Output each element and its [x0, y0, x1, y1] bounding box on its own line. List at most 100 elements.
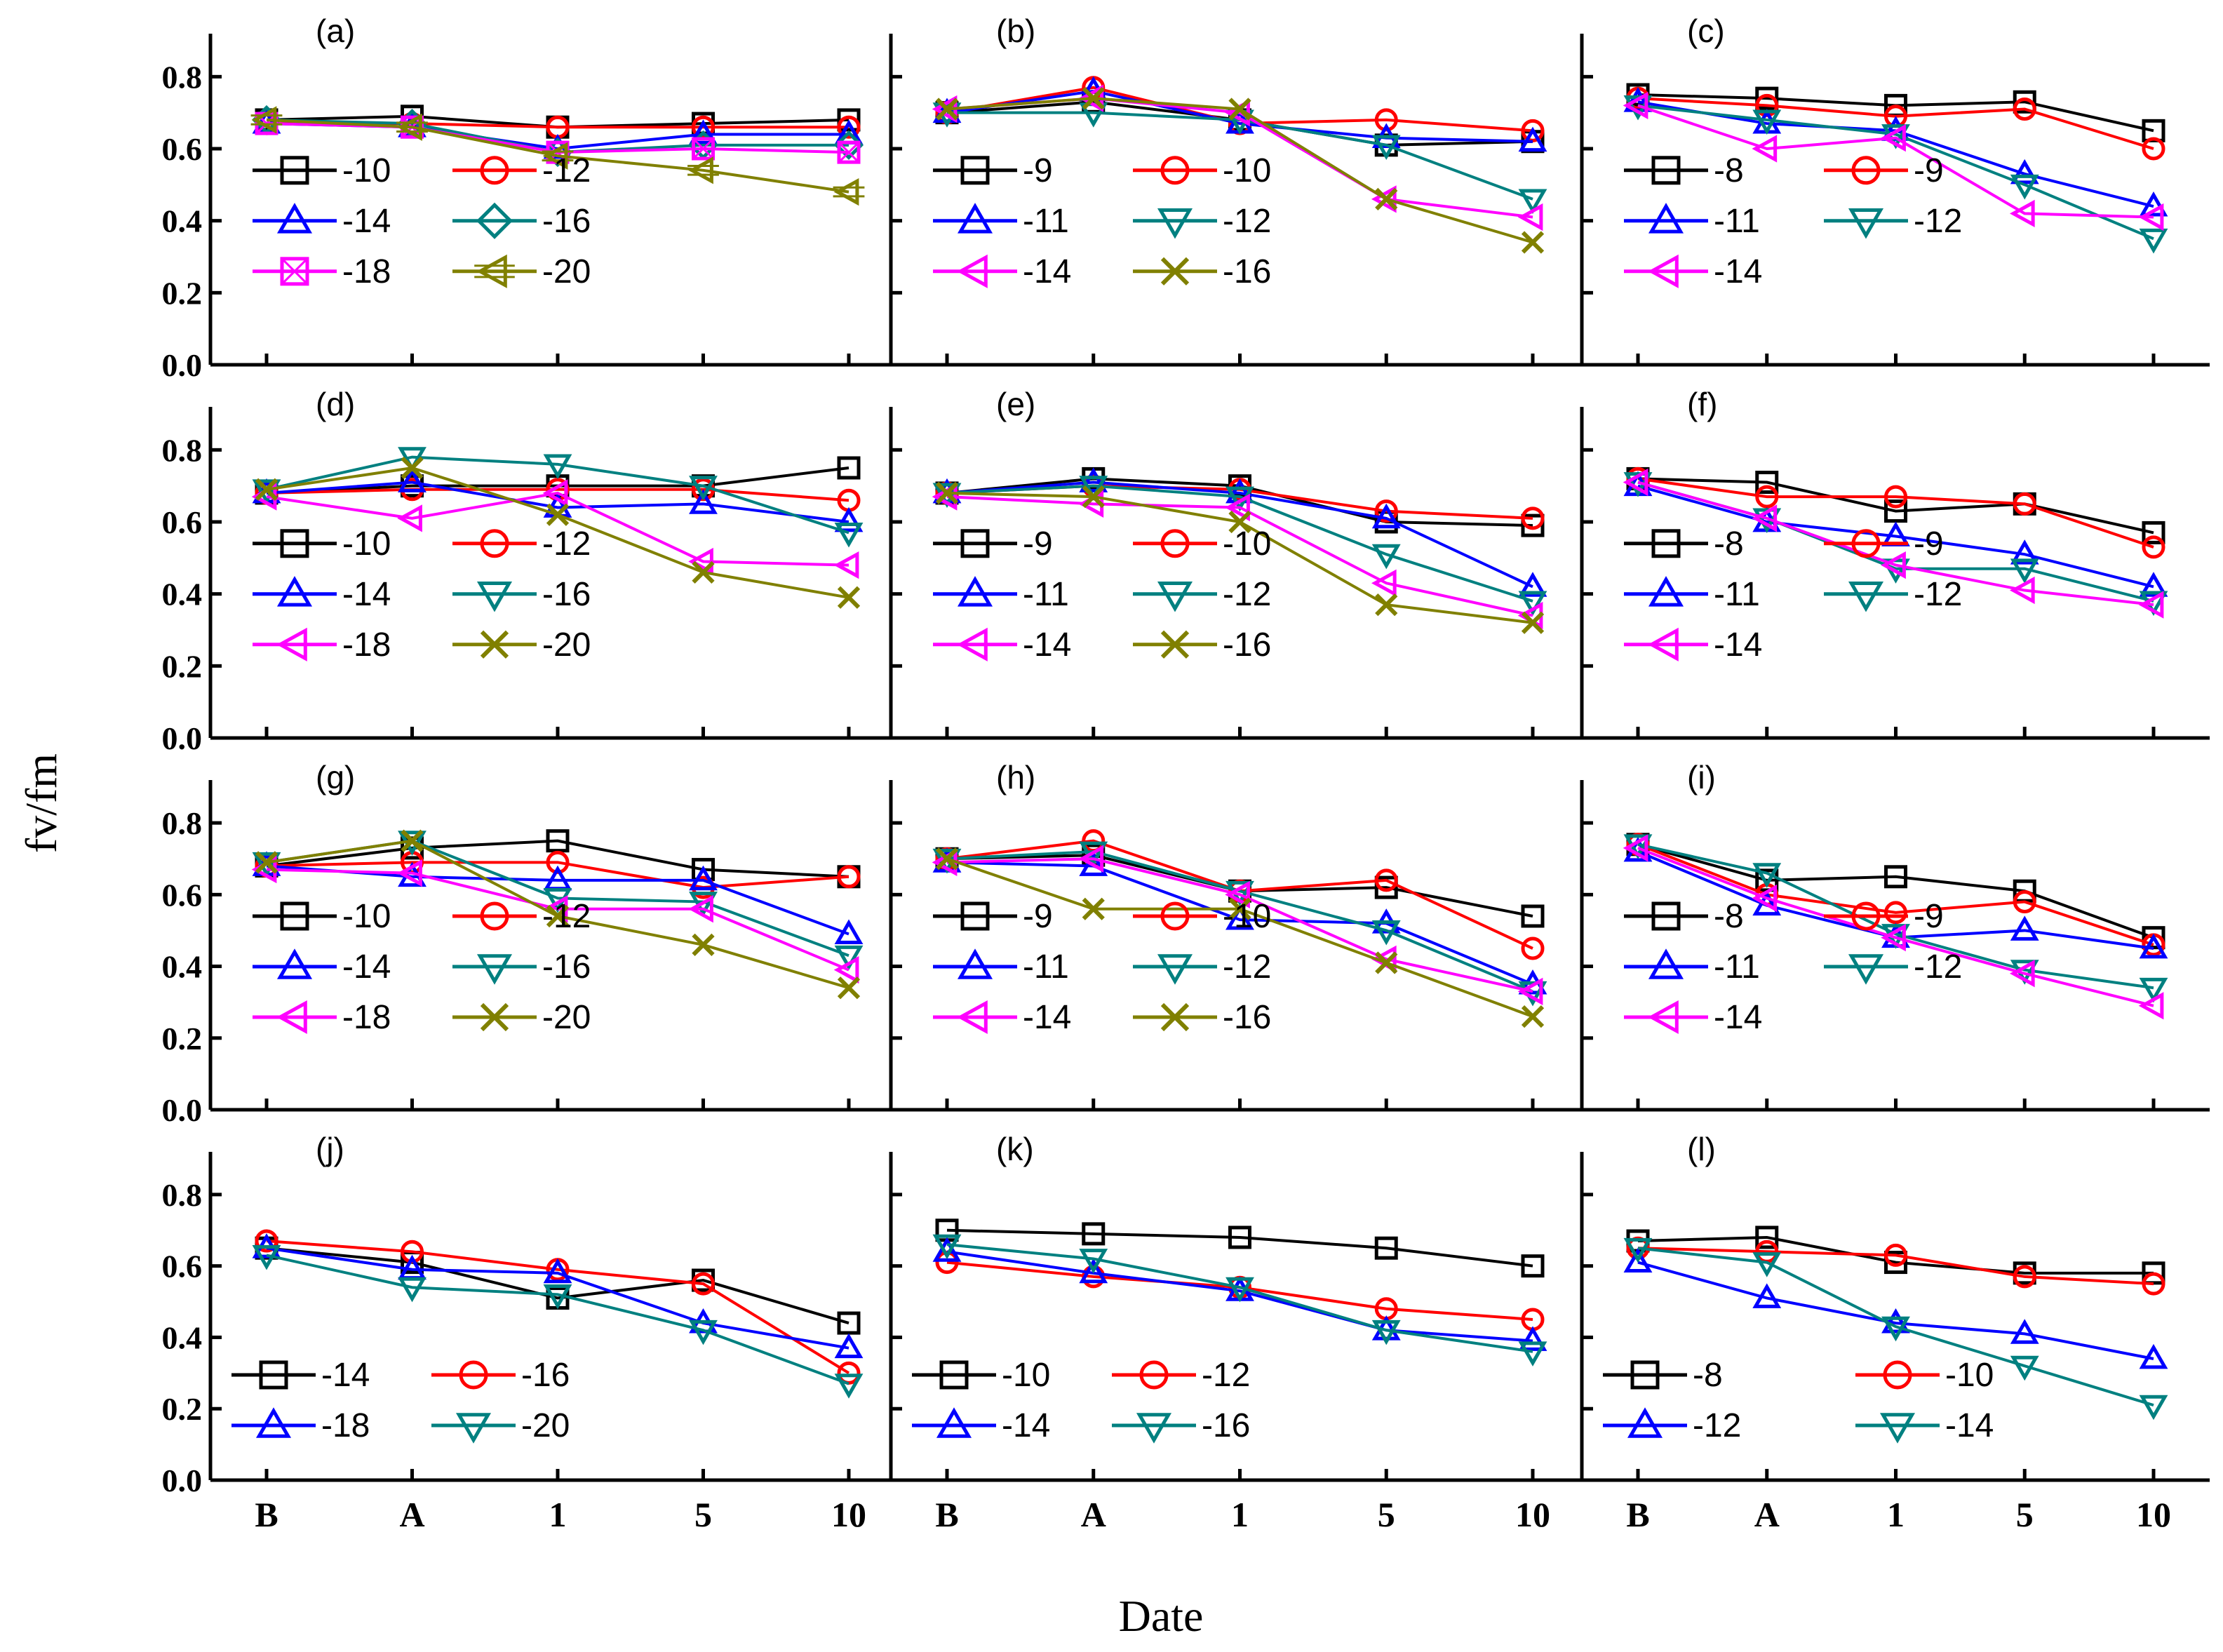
- panel-label: (d): [316, 386, 355, 422]
- data-point: [1881, 1308, 1910, 1334]
- marker-shape: [1630, 1360, 1660, 1390]
- panel-label: (e): [996, 386, 1035, 422]
- marker-shape: [398, 1277, 427, 1303]
- legend-label: -20: [521, 1407, 570, 1444]
- legend-item: -9: [1824, 525, 1944, 563]
- panel-label: (g): [316, 759, 355, 795]
- marker-shape: [1521, 1254, 1545, 1278]
- marker-shape: [1518, 126, 1547, 152]
- legend-item: -14: [1855, 1407, 1994, 1444]
- marker-shape: [1648, 948, 1684, 979]
- x-tick-label: 10: [831, 1495, 866, 1534]
- data-point: [1518, 189, 1547, 214]
- marker-cross: [692, 137, 714, 160]
- x-tick-label: 5: [2016, 1495, 2034, 1534]
- data-point: [689, 1319, 718, 1345]
- marker-x: [1228, 510, 1251, 534]
- legend-label: -10: [1945, 1357, 1994, 1394]
- marker-shape: [1079, 851, 1108, 876]
- y-tick-label: 0.6: [162, 1249, 203, 1284]
- marker-shape: [837, 1311, 861, 1335]
- legend-label: -14: [1714, 253, 1762, 290]
- series-line: [266, 455, 849, 535]
- marker-shape: [2142, 535, 2165, 559]
- marker-shape: [2139, 1343, 2168, 1369]
- data-point: [398, 1277, 427, 1303]
- legend-label: -10: [342, 898, 391, 935]
- marker-shape: [1755, 1225, 1779, 1249]
- data-point: [1079, 1258, 1108, 1284]
- marker-shape: [2013, 1265, 2036, 1289]
- marker-cross: [281, 257, 309, 285]
- marker-shape: [957, 576, 993, 607]
- data-point: [2010, 1319, 2039, 1344]
- data-point: [935, 98, 959, 121]
- marker-shape: [1521, 904, 1545, 928]
- x-tick-label: B: [1626, 1495, 1649, 1534]
- data-point: [689, 476, 718, 501]
- legend-label: -14: [1023, 999, 1071, 1036]
- panel-b: (b) -9 -10 -11 -12 -14 -16: [889, 13, 1589, 367]
- panel-label: (k): [996, 1131, 1034, 1167]
- series--14: [1623, 1237, 2168, 1421]
- marker-shape: [1881, 1308, 1910, 1334]
- legend-item: -14: [933, 999, 1071, 1036]
- legend-item: -12: [1133, 576, 1271, 613]
- marker-shape: [2013, 492, 2036, 516]
- legend-label: -16: [521, 1357, 570, 1394]
- data-point: [546, 503, 570, 526]
- data-point: [1371, 503, 1401, 529]
- marker-shape: [476, 202, 513, 239]
- marker-shape: [1157, 208, 1193, 239]
- data-point: [546, 904, 570, 928]
- data-point: [2139, 977, 2168, 1003]
- x-tick-label: B: [935, 1495, 958, 1534]
- data-point: [1225, 904, 1254, 930]
- marker-x: [692, 933, 715, 957]
- legend-label: -9: [1023, 152, 1053, 189]
- marker-shape: [1851, 529, 1881, 558]
- series-line: [266, 839, 849, 878]
- series--16: [935, 87, 1545, 254]
- data-point: [1079, 851, 1108, 876]
- marker-shape: [1884, 1251, 1907, 1275]
- data-point: [1375, 187, 1398, 210]
- marker-shape: [1371, 1319, 1401, 1345]
- legend-label: -12: [1223, 576, 1271, 613]
- marker-shape: [480, 529, 509, 558]
- marker-shape: [2139, 1395, 2168, 1421]
- marker-shape: [939, 1360, 969, 1390]
- data-point: [1517, 977, 1543, 1005]
- y-tick-label: 0.8: [162, 1177, 203, 1213]
- legend-item: -9: [933, 152, 1053, 189]
- legend-item: -18: [253, 999, 391, 1036]
- marker-shape: [255, 1229, 278, 1253]
- legend-item: -12: [452, 152, 591, 189]
- marker-shape: [1623, 834, 1648, 862]
- data-point: [1228, 897, 1251, 920]
- data-point: [255, 851, 278, 874]
- panel-g: 0.0 0.2 0.4 0.6 0.8 (g) -10 -12 -14 -16 -18 -20: [162, 759, 905, 1128]
- marker-shape: [1225, 493, 1250, 522]
- data-point: [252, 852, 281, 878]
- x-tick-label: 10: [2136, 1495, 2171, 1534]
- marker-shape: [280, 156, 309, 185]
- marker-x: [1375, 593, 1398, 617]
- y-tick-label: 0.8: [162, 432, 203, 468]
- marker-x: [255, 478, 278, 501]
- series-line: [1637, 1247, 2154, 1286]
- panel-f: (f) -8 -9 -11 -12 -14: [1580, 386, 2210, 740]
- marker-shape: [1225, 1277, 1254, 1303]
- y-tick-label: 0.0: [162, 1092, 203, 1128]
- marker-shape: [689, 892, 718, 917]
- legend-item: -14: [1624, 626, 1762, 664]
- legend-item: -20: [452, 999, 591, 1036]
- marker-shape: [543, 454, 572, 479]
- legend-item: -14: [933, 253, 1071, 290]
- marker-shape: [837, 108, 861, 132]
- data-point: [2138, 591, 2164, 619]
- marker-shape: [2013, 90, 2036, 114]
- marker-shape: [1627, 1407, 1663, 1438]
- legend-label: -14: [321, 1357, 370, 1394]
